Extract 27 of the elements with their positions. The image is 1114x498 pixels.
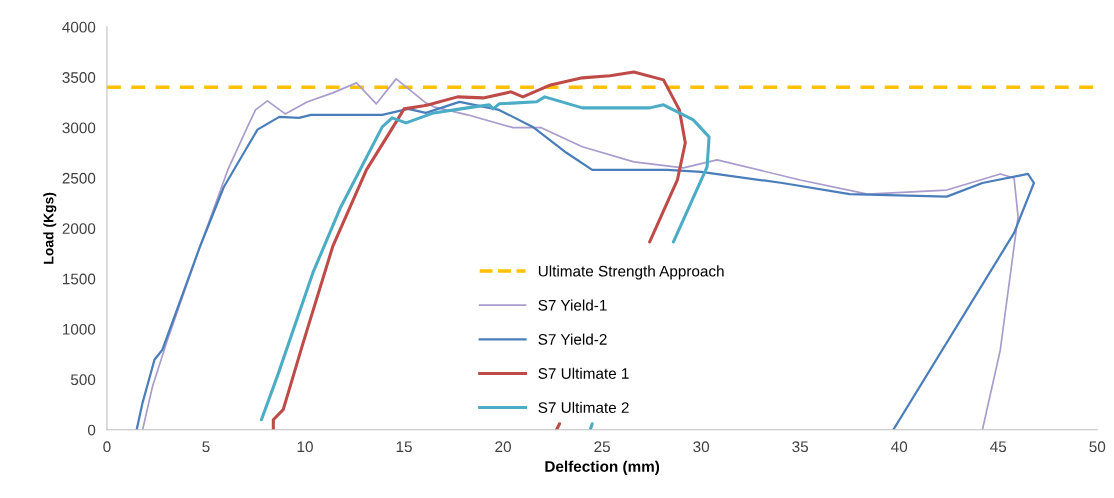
- y-tick-label: 0: [87, 424, 96, 436]
- legend-label: S7 Yield-1: [538, 299, 607, 311]
- y-tick-label: 4000: [62, 21, 96, 33]
- x-tick-label: 25: [594, 441, 610, 453]
- x-tick-label: 35: [792, 441, 809, 453]
- legend-label: Ultimate Strength Approach: [538, 265, 724, 280]
- y-tick-label: 1500: [63, 273, 96, 285]
- legend-label: S7 Yield-2: [538, 333, 607, 345]
- x-tick-label: 20: [495, 441, 511, 453]
- y-tick-label: 3000: [62, 122, 96, 134]
- x-tick-label: 40: [891, 441, 908, 453]
- x-tick-label: 30: [693, 441, 710, 453]
- y-tick-label: 1000: [63, 323, 96, 335]
- x-tick-label: 5: [202, 441, 210, 453]
- x-axis-title: Delfection (mm): [545, 460, 660, 475]
- y-tick-label: 500: [70, 374, 96, 386]
- legend-label: S7 Ultimate 1: [538, 367, 629, 379]
- x-tick-label: 50: [1089, 441, 1106, 453]
- y-tick-label: 3500: [62, 72, 96, 83]
- x-tick-label: 45: [990, 441, 1007, 453]
- x-tick-label: 0: [103, 441, 111, 453]
- x-tick-label: 15: [396, 441, 412, 453]
- x-tick-label: 10: [297, 441, 313, 453]
- y-axis-title: Load (Kgs): [43, 192, 57, 264]
- legend-label: S7 Ultimate 2: [538, 401, 629, 413]
- y-tick-label: 2500: [62, 172, 96, 184]
- y-tick-label: 2000: [62, 223, 96, 235]
